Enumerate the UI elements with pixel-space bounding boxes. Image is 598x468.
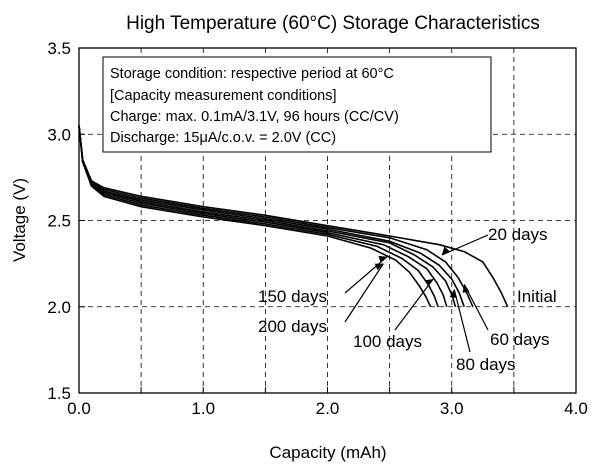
y-tick-label: 1.5 bbox=[47, 384, 71, 403]
y-tick-label: 3.0 bbox=[47, 125, 71, 144]
series-label-initial: Initial bbox=[517, 287, 557, 306]
leader-150-days bbox=[344, 256, 388, 294]
x-tick-label: 0.0 bbox=[67, 399, 91, 418]
series-lines bbox=[78, 125, 509, 308]
annotation-frame bbox=[102, 56, 492, 153]
leader-80-days bbox=[453, 289, 471, 353]
arrowhead-100-days bbox=[424, 279, 434, 287]
x-axis-label: Capacity (mAh) bbox=[269, 443, 386, 462]
y-tick-label: 3.5 bbox=[47, 39, 71, 58]
annotation-line: [Capacity measurement conditions] bbox=[110, 88, 336, 104]
y-axis-label: Voltage (V) bbox=[10, 178, 29, 262]
x-tick-label: 2.0 bbox=[316, 399, 340, 418]
arrowhead-60-days bbox=[462, 284, 470, 293]
annotation-line: Storage condition: respective period at … bbox=[110, 66, 394, 82]
annotation-box: Storage condition: respective period at … bbox=[102, 56, 492, 153]
series-label-80-days: 80 days bbox=[456, 355, 516, 374]
series-label-20-days: 20 days bbox=[488, 225, 548, 244]
arrowhead-150-days bbox=[378, 255, 388, 263]
arrowhead-200-days bbox=[374, 263, 384, 271]
series-line-20-days bbox=[78, 125, 474, 308]
x-tick-label: 4.0 bbox=[564, 399, 588, 418]
y-tick-label: 2.5 bbox=[47, 212, 71, 231]
x-tick-label: 3.0 bbox=[440, 399, 464, 418]
series-labels: Initial 20 days 60 days 80 days 100 days 150 … bbox=[258, 225, 557, 374]
arrowhead-80-days bbox=[449, 289, 457, 298]
x-axis: 0.0 1.0 2.0 3.0 4.0 bbox=[67, 387, 588, 418]
series-label-150-days: 150 days bbox=[258, 287, 327, 306]
series-label-200-days: 200 days bbox=[258, 317, 327, 336]
series-label-60-days: 60 days bbox=[490, 330, 550, 349]
series-line-200-days bbox=[78, 125, 432, 308]
annotation-line: Discharge: 15μA/c.o.v. = 2.0V (CC) bbox=[110, 130, 336, 146]
leader-20-days bbox=[441, 234, 489, 256]
chart-title: High Temperature (60°C) Storage Characte… bbox=[126, 13, 540, 34]
leader-100-days bbox=[394, 278, 434, 331]
annotation-line: Charge: max. 0.1mA/3.1V, 96 hours (CC/CV… bbox=[110, 109, 399, 125]
leader-200-days bbox=[344, 263, 384, 323]
y-axis: 1.5 2.0 2.5 3.0 3.5 bbox=[47, 39, 85, 403]
x-tick-label: 1.0 bbox=[191, 399, 215, 418]
arrowhead-20-days bbox=[441, 246, 450, 255]
y-tick-label: 2.0 bbox=[47, 298, 71, 317]
leader-60-days bbox=[463, 284, 489, 331]
series-line-80-days bbox=[78, 125, 457, 308]
series-label-100-days: 100 days bbox=[353, 332, 422, 351]
